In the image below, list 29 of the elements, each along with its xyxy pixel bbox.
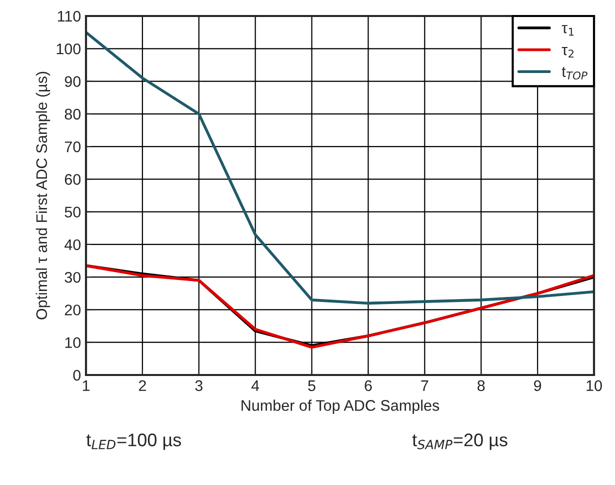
y-tick-label: 110 — [58, 10, 81, 22]
x-tick-label: 1 — [82, 380, 90, 391]
y-axis-title: Optimal τ and First ADC Sample (µs) — [36, 72, 50, 320]
x-axis-title: Number of Top ADC Samples — [242, 400, 440, 414]
legend-label: τ$_{1}$ — [562, 25, 574, 36]
y-tick-label: 50 — [64, 206, 81, 218]
y-tick-label: 10 — [65, 337, 81, 348]
y-tick-label: 40 — [64, 239, 81, 250]
y-tick-label: 60 — [64, 174, 81, 185]
y-tick-label: 70 — [64, 141, 81, 152]
legend-label: t$_{TOP}$ — [562, 67, 588, 80]
text: t$_{LED}$=100 µs — [86, 434, 182, 450]
x-tick-label: 5 — [308, 380, 316, 392]
y-tick-label: 90 — [64, 76, 81, 87]
x-tick-label: 8 — [478, 380, 485, 392]
y-tick-label: 30 — [64, 272, 81, 283]
x-tick-label: 6 — [364, 380, 372, 392]
x-tick-label: 4 — [251, 380, 260, 391]
y-tick-label: 100 — [56, 44, 81, 54]
text: t$_{SAMP}$=20 µs — [412, 434, 508, 450]
x-tick-label: 9 — [534, 380, 542, 392]
legend-label: τ$_{2}$ — [562, 46, 574, 58]
y-tick-label: 0 — [73, 370, 81, 381]
x-tick-label: 7 — [421, 380, 428, 391]
y-tick-label: 80 — [64, 108, 81, 120]
x-tick-label: 3 — [195, 380, 202, 392]
x-tick-label: 2 — [138, 380, 146, 391]
x-tick-label: 10 — [586, 380, 602, 392]
y-tick-label: 20 — [64, 304, 81, 316]
